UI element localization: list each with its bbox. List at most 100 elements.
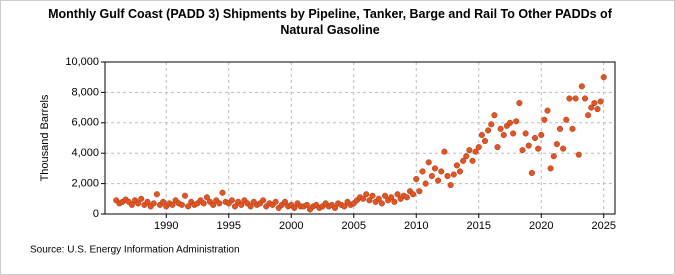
point (485, 127, 492, 134)
point (391, 198, 398, 205)
point (522, 130, 529, 137)
point (500, 131, 507, 139)
point (447, 182, 454, 189)
point (153, 191, 160, 198)
point (394, 191, 401, 198)
point (478, 131, 485, 139)
point (528, 169, 535, 177)
point (525, 142, 532, 149)
x-tick-label: 2015 (467, 220, 491, 232)
point (460, 157, 467, 164)
y-tick-label: 2,000 (71, 178, 99, 190)
point (466, 147, 473, 154)
point (403, 194, 410, 201)
point (203, 194, 210, 201)
point (216, 200, 223, 207)
point (572, 95, 579, 102)
point (260, 197, 267, 204)
point (410, 191, 417, 198)
point (228, 197, 235, 204)
point (563, 116, 570, 123)
point (425, 159, 432, 166)
x-tick-label: 2010 (404, 220, 428, 232)
point (585, 112, 592, 119)
point (375, 195, 382, 202)
point (544, 107, 551, 114)
point (272, 198, 279, 205)
point (556, 125, 564, 132)
point (178, 201, 185, 208)
point (472, 148, 479, 155)
point (281, 198, 289, 205)
point (200, 200, 207, 207)
point (488, 121, 495, 128)
point (597, 98, 604, 105)
point (378, 200, 385, 207)
point (535, 145, 542, 152)
point (185, 203, 192, 210)
chart-title: Monthly Gulf Coast (PADD 3) Shipments by… (48, 7, 612, 37)
point (553, 141, 560, 148)
point (463, 153, 470, 160)
point (450, 171, 457, 178)
point (360, 195, 367, 202)
point (497, 125, 504, 132)
point (135, 200, 142, 207)
point (547, 165, 554, 172)
point (581, 95, 589, 102)
point (491, 112, 498, 119)
point (388, 194, 395, 201)
point (413, 175, 420, 183)
point (475, 144, 482, 151)
point (128, 201, 135, 208)
y-axis-label: Thousand Barrels (39, 94, 51, 181)
point (210, 201, 217, 208)
point (381, 192, 389, 199)
point (591, 99, 598, 107)
point (438, 168, 445, 175)
point (160, 198, 167, 205)
point (456, 168, 464, 175)
y-tick-label: 4,000 (71, 147, 99, 159)
point (303, 201, 310, 208)
point (513, 118, 520, 125)
x-tick-label: 1995 (217, 220, 241, 232)
point (481, 137, 489, 145)
point (560, 145, 567, 152)
point (231, 203, 239, 210)
point (441, 148, 448, 155)
point (219, 189, 226, 196)
point (550, 153, 557, 160)
point (541, 116, 548, 123)
point (428, 172, 435, 180)
point (247, 203, 254, 210)
point (569, 125, 576, 132)
point (506, 119, 514, 126)
x-tick-label: 1990 (154, 220, 178, 232)
x-tick-label: 2020 (529, 220, 553, 232)
point (516, 99, 523, 107)
point (138, 195, 145, 202)
point (469, 157, 476, 164)
x-tick-label: 2025 (592, 220, 616, 232)
point (169, 201, 176, 208)
point (341, 203, 348, 210)
y-tick-label: 8,000 (71, 86, 99, 98)
point (453, 162, 460, 169)
point (181, 192, 189, 199)
point (431, 165, 439, 172)
plot-frame (104, 61, 616, 215)
point (363, 191, 370, 198)
x-tick-label: 2000 (279, 220, 303, 232)
point (588, 104, 595, 111)
point (578, 83, 585, 90)
source: Source: U.S. Energy Information Administ… (30, 245, 240, 256)
point (519, 147, 526, 154)
point (510, 130, 517, 137)
point (331, 204, 339, 211)
point (594, 106, 601, 113)
point (600, 74, 607, 81)
point (575, 151, 582, 158)
